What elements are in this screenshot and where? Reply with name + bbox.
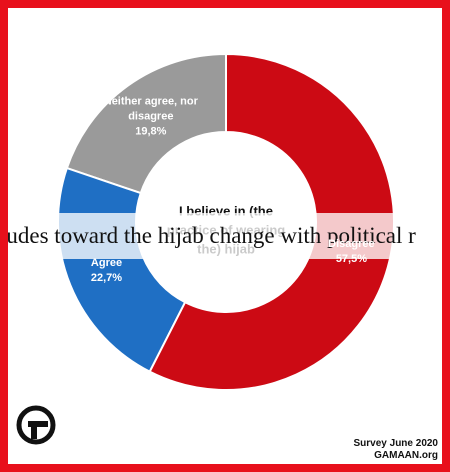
source-line: GAMAAN.org [374,450,438,461]
value-label: 19,8% [135,125,167,138]
segment-label: Neither agree, nor disagree 19,8% [96,95,206,140]
donut-segment [148,52,395,391]
value-label: 57,5% [335,253,368,266]
source-line: Survey June 2020 [353,438,439,449]
value-label: 22,7% [90,271,123,284]
logo [16,405,56,445]
segment-label: Agree 22,7% [52,256,162,286]
category-label: Disagree [328,238,375,251]
segment-label: Disagree 57,5% [296,237,406,267]
category-label: Neither agree, nor disagree [103,95,198,123]
donut-segment [65,52,227,195]
source: Survey June 2020 GAMAAN.org [354,438,439,462]
category-label: Agree [90,256,123,269]
banner: tudes toward the hijab change with polit… [8,213,442,259]
